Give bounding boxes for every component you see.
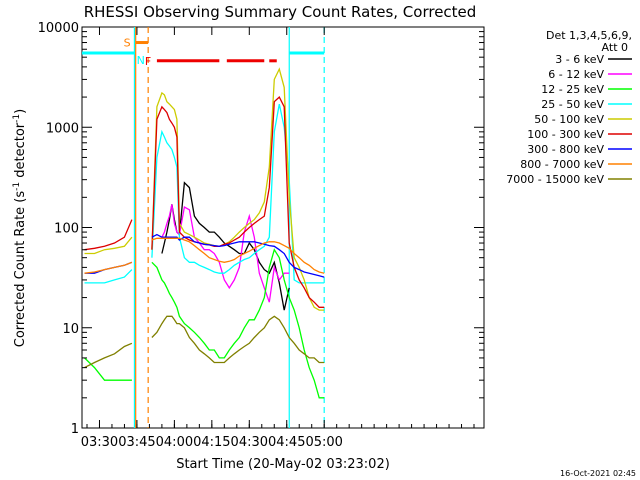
legend-header-line2: Att 0 [602,41,628,54]
x-tick-label: 03:30 [81,435,118,450]
x-axis: 03:30 03:45 04:00 04:15 04:30 04:45 05:00 [81,27,475,450]
series-line [84,315,325,369]
legend: Det 1,3,4,5,6,9, Att 0 3 - 6 keV 6 - 12 k… [506,29,632,186]
night-flag-label: N [137,54,145,67]
y-tick-label: 10 [62,322,79,337]
series-layer [84,67,325,399]
chart-title: RHESSI Observing Summary Count Rates, Co… [84,3,477,21]
y-axis-label-sup2: -1 [12,114,22,123]
x-tick-label: 04:00 [156,435,193,450]
series-line [84,233,325,278]
x-tick-label: 04:30 [231,435,268,450]
legend-header-line1: Det 1,3,4,5,6,9, [546,29,632,42]
series-line [84,248,325,399]
saa-flag-label: S [124,37,131,50]
series-line [84,67,325,311]
x-axis-label: Start Time (20-May-02 03:23:02) [176,457,390,472]
y-tick-label: 1000 [46,121,79,136]
legend-label: 7000 - 15000 keV [506,173,604,186]
y-axis-label-close: ) [13,109,28,114]
x-tick-label: 05:00 [305,435,342,450]
y-axis-label-main: Corrected Count Rate (s [13,191,28,348]
y-axis-label-sup: -1 [12,182,22,191]
flare-flag-label: F [145,55,151,68]
x-tick-label: 04:15 [193,435,230,450]
y-axis-label: Corrected Count Rate (s-1 detector-1) [12,109,28,347]
y-tick-label: 10000 [38,21,79,36]
legend-label: 3 - 6 keV [555,53,604,66]
legend-label: 6 - 12 keV [548,68,604,81]
legend-label: 100 - 300 keV [527,128,604,141]
legend-label: 300 - 800 keV [527,143,604,156]
legend-label: 12 - 25 keV [541,83,604,96]
series-line [84,237,325,274]
plot-frame [81,26,485,429]
y-tick-label: 1 [71,422,79,437]
x-tick-label: 04:45 [268,435,305,450]
vertical-markers [133,27,325,428]
y-axis: 1 10 100 1000 10000 [38,21,484,437]
legend-label: 25 - 50 keV [541,98,604,111]
y-axis-label-tail: detector [13,122,28,182]
x-tick-label: 03:45 [118,435,155,450]
series-line [84,96,325,308]
flag-bars: SN F [82,37,325,68]
legend-label: 800 - 7000 keV [520,158,604,171]
legend-label: 50 - 100 keV [534,113,604,126]
footer-timestamp: 16-Oct-2021 02:45 [560,469,636,478]
y-tick-label: 100 [54,222,79,237]
series-line [84,103,325,284]
